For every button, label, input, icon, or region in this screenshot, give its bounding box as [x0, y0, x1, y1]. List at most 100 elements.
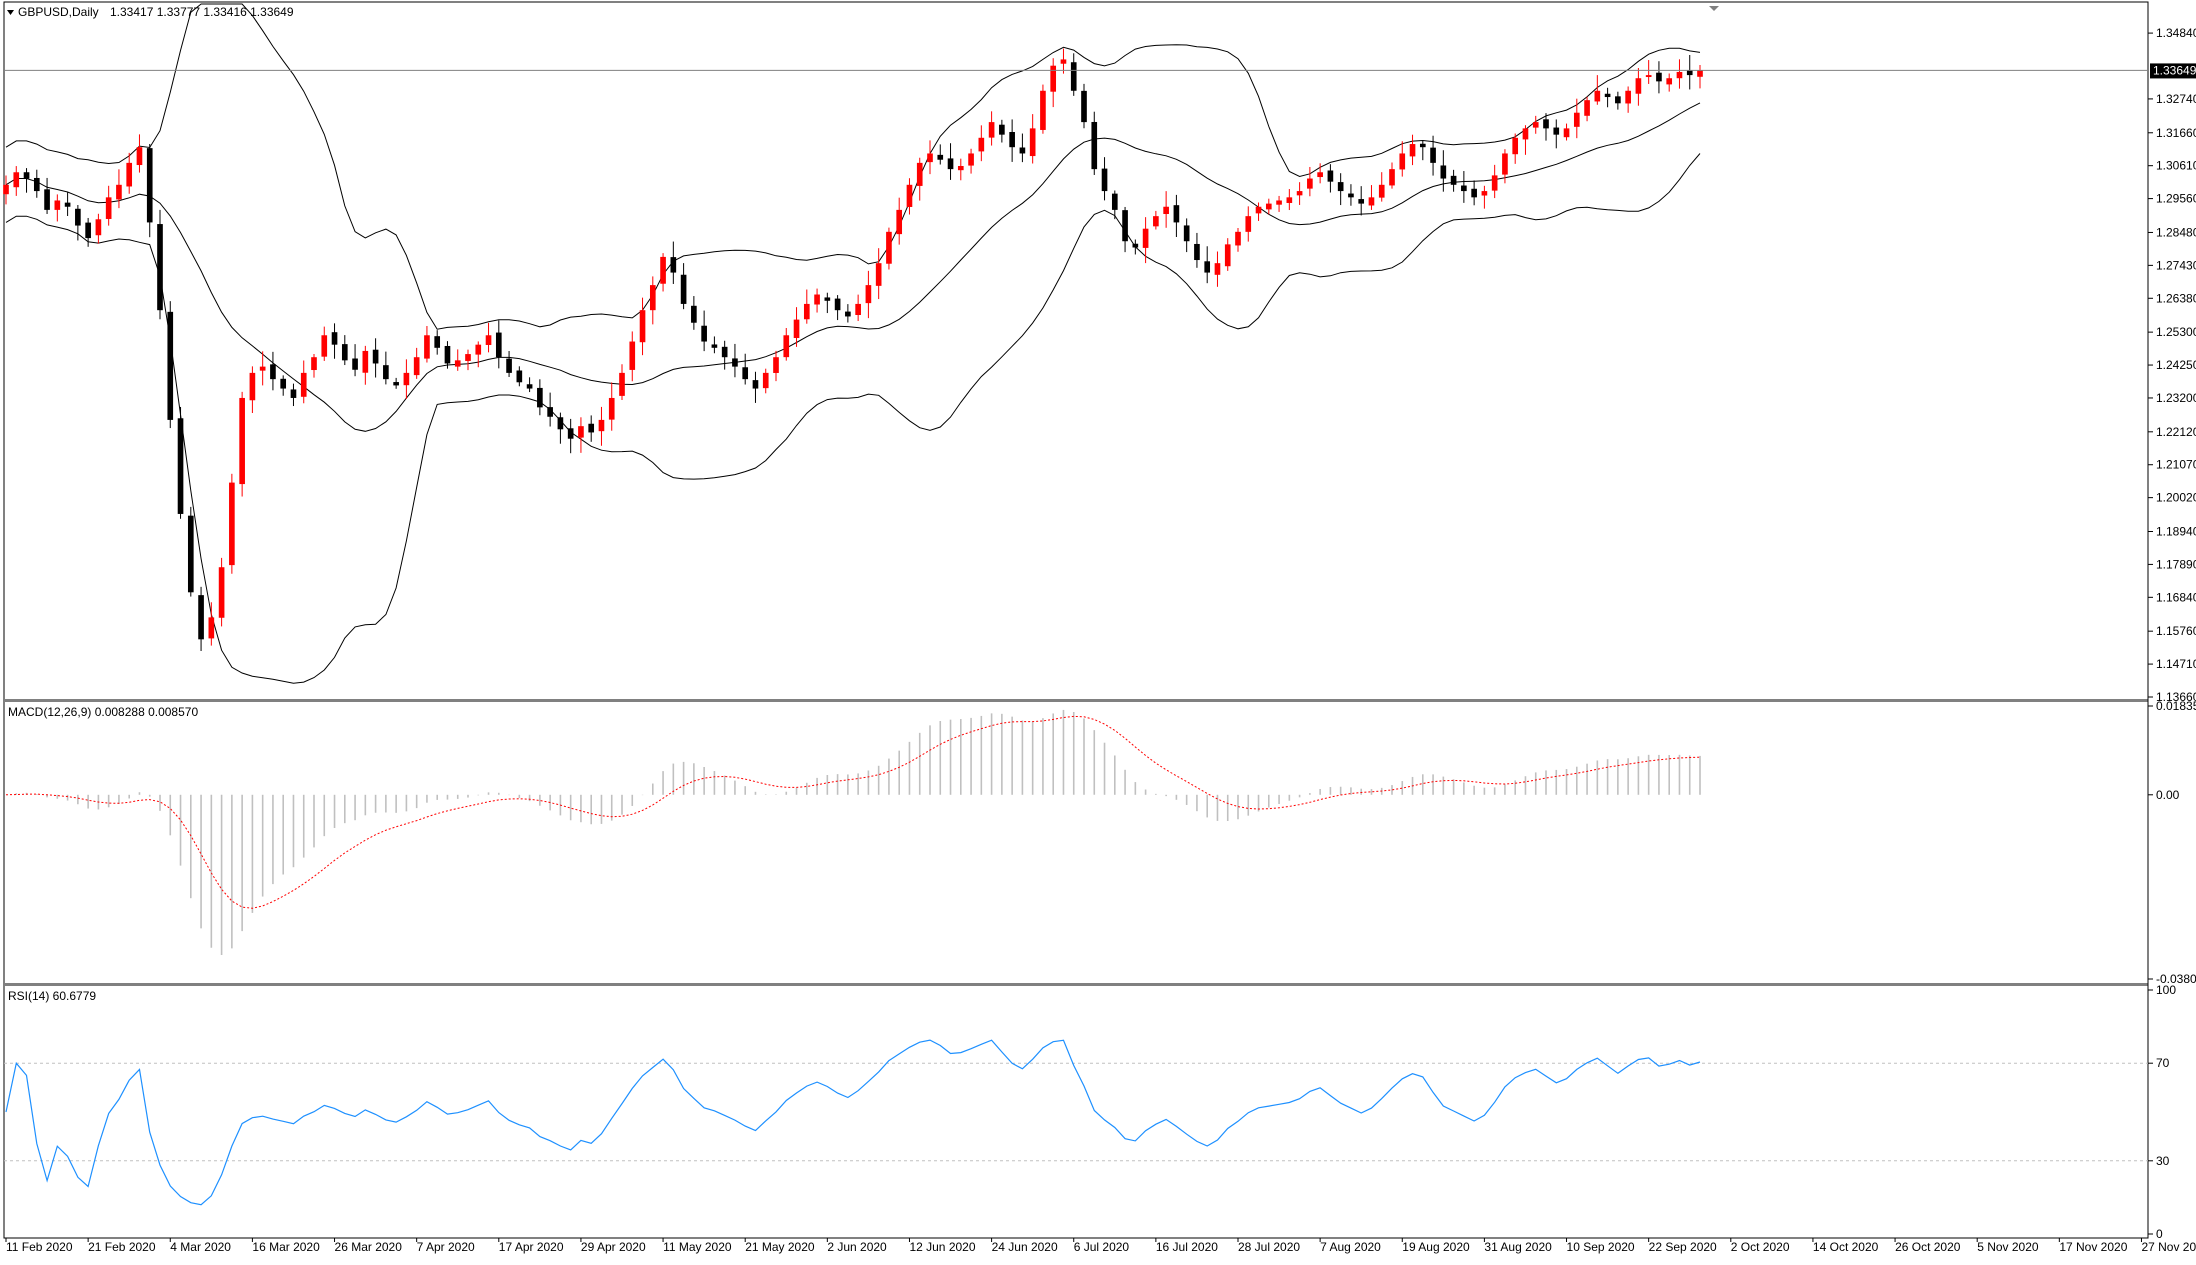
- candle[interactable]: [732, 343, 738, 378]
- candle-body[interactable]: [136, 147, 143, 166]
- candle-body[interactable]: [465, 354, 471, 361]
- candle-body[interactable]: [1070, 62, 1077, 91]
- candle-body[interactable]: [547, 407, 553, 417]
- candle-body[interactable]: [927, 153, 933, 163]
- candle[interactable]: [218, 557, 225, 627]
- candle[interactable]: [208, 602, 215, 646]
- candle-body[interactable]: [1235, 231, 1241, 246]
- candle[interactable]: [146, 143, 153, 238]
- candle[interactable]: [64, 192, 71, 216]
- candle[interactable]: [116, 169, 122, 209]
- candle[interactable]: [660, 253, 666, 292]
- candle[interactable]: [44, 177, 50, 214]
- candle-body[interactable]: [732, 358, 738, 367]
- candle[interactable]: [978, 125, 985, 162]
- candle-body[interactable]: [1019, 147, 1026, 154]
- candle-body[interactable]: [1389, 169, 1395, 186]
- candle[interactable]: [916, 157, 923, 201]
- candle-body[interactable]: [1142, 228, 1149, 248]
- candle-body[interactable]: [1440, 165, 1447, 179]
- candle-body[interactable]: [1153, 216, 1159, 227]
- candle[interactable]: [1491, 164, 1498, 199]
- candle[interactable]: [475, 341, 482, 368]
- candle[interactable]: [167, 301, 174, 429]
- candle-body[interactable]: [1399, 153, 1406, 170]
- candle[interactable]: [999, 119, 1005, 143]
- candle-body[interactable]: [187, 515, 194, 593]
- candle[interactable]: [721, 340, 728, 370]
- candle-body[interactable]: [1050, 65, 1057, 92]
- candle[interactable]: [1194, 232, 1200, 268]
- candle[interactable]: [1502, 149, 1508, 184]
- candle-body[interactable]: [1265, 203, 1272, 210]
- candle-body[interactable]: [1358, 199, 1365, 204]
- candle-body[interactable]: [588, 423, 595, 433]
- candle[interactable]: [95, 213, 102, 244]
- candle-body[interactable]: [506, 358, 512, 373]
- candle-body[interactable]: [1091, 121, 1098, 170]
- candle-body[interactable]: [1081, 90, 1087, 123]
- candle[interactable]: [1183, 218, 1190, 253]
- candle[interactable]: [598, 406, 605, 446]
- candle-body[interactable]: [1543, 119, 1549, 129]
- candle-body[interactable]: [23, 172, 30, 179]
- candle[interactable]: [824, 292, 831, 314]
- candle-body[interactable]: [1245, 216, 1252, 232]
- candle-body[interactable]: [311, 357, 317, 371]
- candle[interactable]: [1019, 133, 1026, 163]
- candle[interactable]: [845, 304, 851, 323]
- candle[interactable]: [742, 353, 749, 385]
- candle-body[interactable]: [824, 297, 831, 301]
- candle[interactable]: [773, 350, 779, 382]
- candle[interactable]: [1543, 113, 1549, 141]
- candle[interactable]: [465, 349, 471, 371]
- candle[interactable]: [229, 473, 235, 574]
- candle-body[interactable]: [1101, 168, 1108, 192]
- candle[interactable]: [85, 217, 91, 247]
- candle-body[interactable]: [619, 372, 625, 396]
- candle-body[interactable]: [999, 124, 1005, 135]
- candle-body[interactable]: [1337, 182, 1344, 192]
- candle[interactable]: [1224, 238, 1231, 271]
- candle[interactable]: [54, 194, 61, 222]
- candle-body[interactable]: [1132, 243, 1139, 248]
- candle-body[interactable]: [906, 184, 913, 207]
- candle[interactable]: [239, 391, 245, 497]
- candle-body[interactable]: [578, 426, 584, 438]
- candle-body[interactable]: [896, 209, 903, 235]
- candle-body[interactable]: [660, 256, 666, 284]
- candle[interactable]: [23, 168, 30, 193]
- candle-body[interactable]: [886, 231, 892, 264]
- candle-body[interactable]: [13, 172, 20, 188]
- candle-body[interactable]: [598, 419, 605, 432]
- candle-body[interactable]: [444, 345, 451, 364]
- candle-body[interactable]: [1594, 90, 1601, 102]
- candle-body[interactable]: [1255, 206, 1262, 214]
- candle-body[interactable]: [1204, 261, 1211, 273]
- candle-body[interactable]: [3, 184, 9, 195]
- candle[interactable]: [485, 322, 492, 353]
- candle[interactable]: [1245, 206, 1252, 242]
- candle-body[interactable]: [1502, 153, 1508, 175]
- candle-body[interactable]: [1697, 70, 1703, 77]
- candle-body[interactable]: [95, 219, 102, 236]
- candle[interactable]: [1450, 169, 1457, 192]
- candle[interactable]: [1255, 202, 1262, 221]
- candle-body[interactable]: [1635, 78, 1642, 94]
- candle-body[interactable]: [978, 137, 985, 152]
- candle[interactable]: [434, 330, 441, 355]
- candle-body[interactable]: [1553, 127, 1560, 135]
- candle[interactable]: [1645, 60, 1652, 84]
- candle-body[interactable]: [1676, 71, 1683, 79]
- candle[interactable]: [1389, 162, 1395, 189]
- candle-body[interactable]: [516, 370, 523, 383]
- candle-body[interactable]: [1471, 188, 1477, 198]
- candle[interactable]: [1512, 133, 1519, 164]
- candle[interactable]: [875, 248, 882, 300]
- candle-body[interactable]: [208, 617, 215, 639]
- candle-body[interactable]: [988, 122, 995, 138]
- candle[interactable]: [157, 209, 163, 320]
- candle-body[interactable]: [557, 417, 564, 430]
- candle[interactable]: [803, 289, 810, 324]
- candle[interactable]: [424, 326, 430, 363]
